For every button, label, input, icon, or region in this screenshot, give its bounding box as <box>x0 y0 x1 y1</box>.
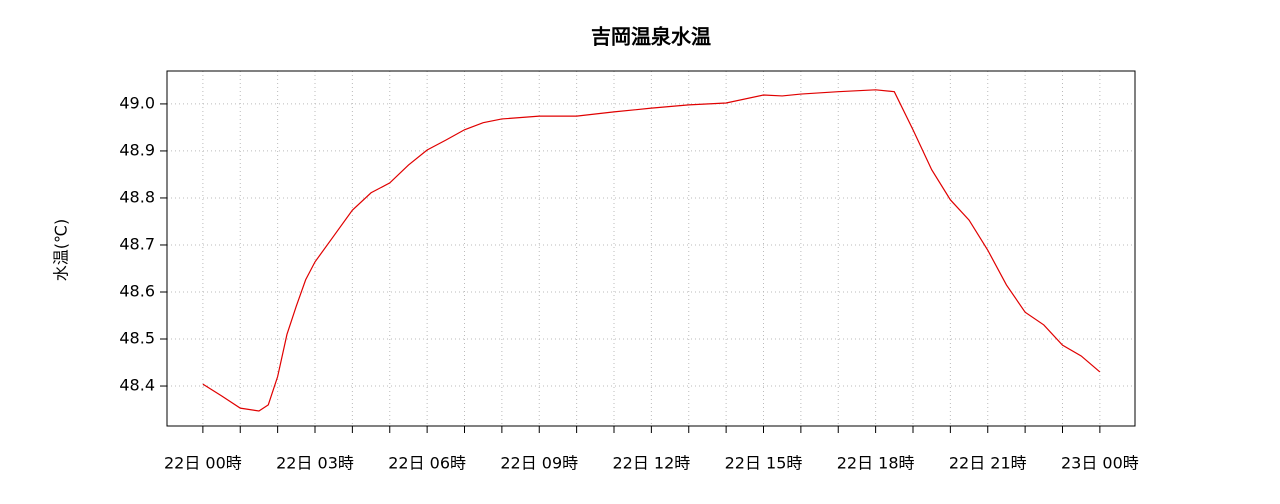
y-tick-label: 48.8 <box>119 187 155 206</box>
y-tick-label: 48.9 <box>119 140 155 159</box>
x-tick-label: 22日 03時 <box>276 454 354 473</box>
y-tick-label: 49.0 <box>119 93 155 112</box>
x-tick-label: 22日 15時 <box>725 454 803 473</box>
y-tick-label: 48.5 <box>119 329 155 348</box>
x-tick-label: 22日 06時 <box>388 454 466 473</box>
plot-frame <box>166 70 1136 427</box>
chart-title: 吉岡温泉水温 <box>591 25 711 49</box>
x-tick-label: 22日 21時 <box>949 454 1027 473</box>
y-tick-label: 48.4 <box>119 376 155 395</box>
x-tick-label: 22日 18時 <box>837 454 915 473</box>
y-tick-label: 48.7 <box>119 234 155 253</box>
x-tick-label: 23日 00時 <box>1061 454 1139 473</box>
y-axis-label: 水温(℃) <box>52 219 71 281</box>
x-tick-label: 22日 12時 <box>612 454 690 473</box>
x-tick-label: 22日 09時 <box>500 454 578 473</box>
y-tick-label: 48.6 <box>119 281 155 300</box>
x-tick-label: 22日 00時 <box>164 454 242 473</box>
data-line <box>202 89 1101 412</box>
